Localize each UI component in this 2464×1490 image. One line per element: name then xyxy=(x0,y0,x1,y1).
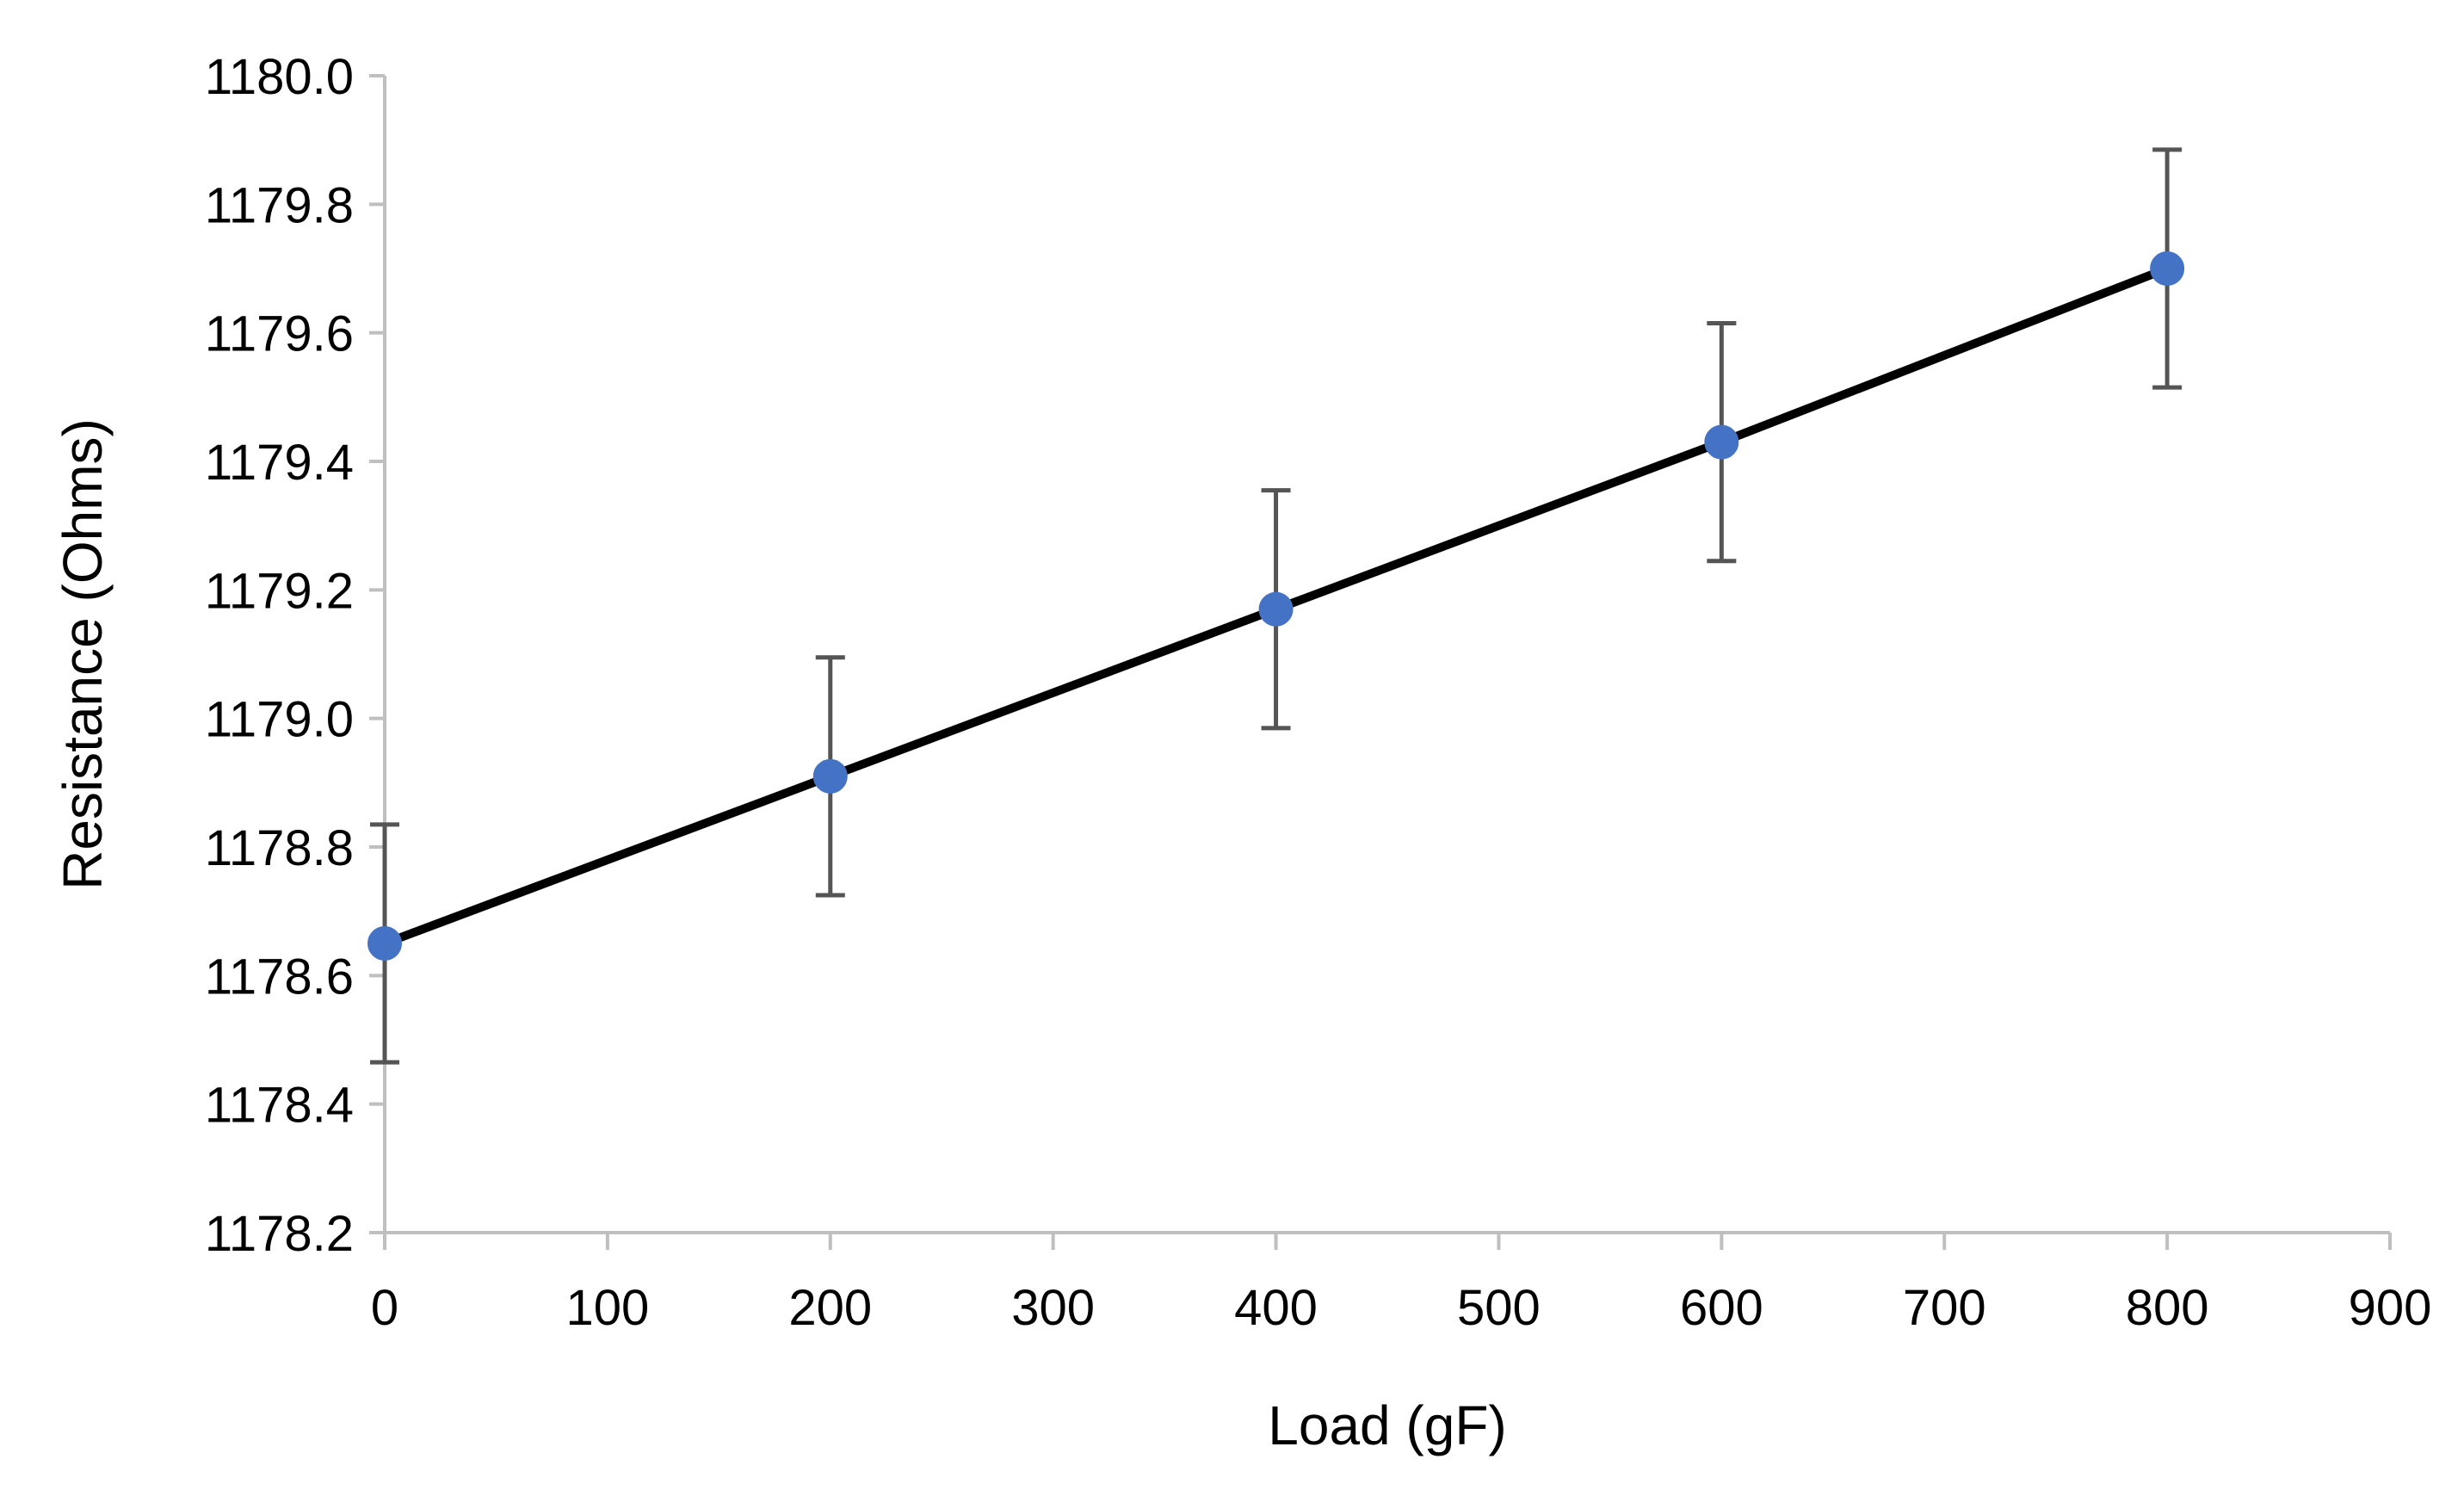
y-tick-label: 1178.2 xyxy=(205,1206,354,1262)
x-axis-title: Load (gF) xyxy=(1268,1394,1506,1456)
y-axis-title: Resistance (Ohms) xyxy=(52,418,114,890)
x-tick-label: 200 xyxy=(788,1280,872,1336)
y-axis-ticks: 1178.2 1178.4 1178.6 1178.8 1179.0 1179.2 1179… xyxy=(205,49,385,1262)
x-tick-label: 300 xyxy=(1011,1280,1095,1336)
x-tick-label: 500 xyxy=(1457,1280,1541,1336)
x-tick-label: 600 xyxy=(1680,1280,1763,1336)
y-tick-label: 1179.8 xyxy=(205,177,354,233)
y-tick-label: 1178.4 xyxy=(205,1078,354,1134)
y-tick-label: 1180.0 xyxy=(205,49,354,105)
y-tick-label: 1178.8 xyxy=(205,820,354,876)
x-tick-label: 100 xyxy=(565,1280,649,1336)
x-tick-label: 400 xyxy=(1234,1280,1318,1336)
x-tick-label: 800 xyxy=(2126,1280,2209,1336)
data-point xyxy=(1704,424,1739,460)
data-point xyxy=(2150,251,2185,286)
y-tick-label: 1179.4 xyxy=(205,435,354,491)
x-tick-label: 0 xyxy=(371,1280,398,1336)
x-tick-label: 700 xyxy=(1903,1280,1986,1336)
y-tick-label: 1179.0 xyxy=(205,692,354,748)
data-point xyxy=(1258,591,1294,627)
y-tick-label: 1178.6 xyxy=(205,949,354,1005)
x-tick-label: 900 xyxy=(2349,1280,2432,1336)
axes xyxy=(383,76,2390,1234)
data-point xyxy=(812,758,848,794)
data-point xyxy=(367,926,402,961)
x-axis-ticks: 0 100 200 300 400 500 600 700 800 900 xyxy=(371,1233,2432,1336)
y-tick-label: 1179.6 xyxy=(205,306,354,362)
y-tick-label: 1179.2 xyxy=(205,563,354,619)
series-group xyxy=(367,147,2185,1065)
